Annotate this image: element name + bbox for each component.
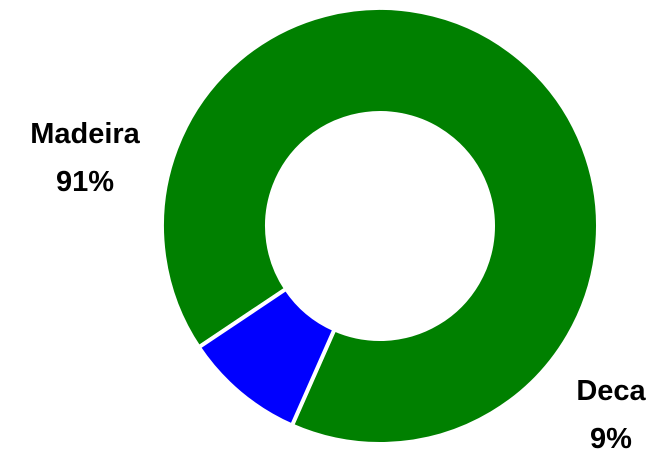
slice-label-madeira: Madeira [30, 118, 140, 150]
slice-madeira [160, 6, 600, 446]
slice-deca [196, 286, 337, 428]
slice-percent-deca: 9% [590, 423, 632, 453]
slice-percent-madeira: 91% [56, 166, 114, 198]
slice-label-deca: Deca [576, 375, 646, 407]
slices-layer [160, 6, 600, 446]
